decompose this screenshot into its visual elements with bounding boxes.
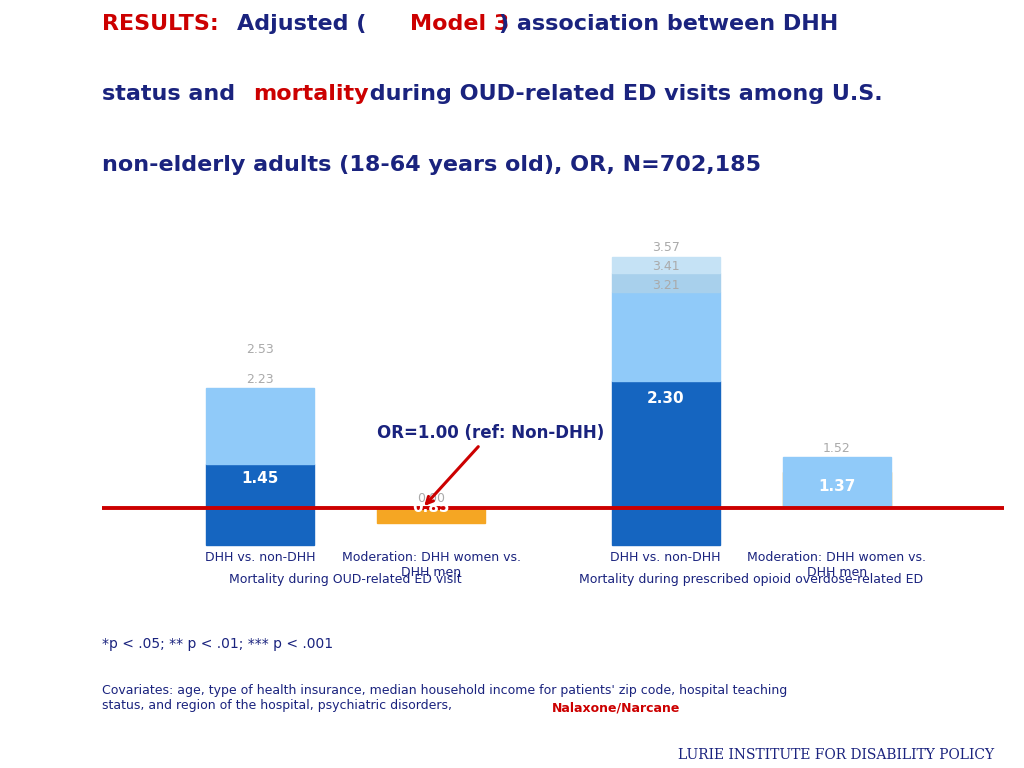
Bar <box>0 350 97 382</box>
Bar <box>0 491 97 523</box>
Bar <box>206 464 314 545</box>
Bar <box>0 526 97 558</box>
Text: 1.52: 1.52 <box>823 442 851 455</box>
Bar <box>0 280 97 313</box>
Bar <box>0 175 97 207</box>
Bar <box>0 210 97 242</box>
Bar <box>782 458 891 508</box>
Text: Adjusted (: Adjusted ( <box>238 14 367 34</box>
Bar <box>0 631 97 663</box>
Text: ) association between DHH: ) association between DHH <box>499 14 838 34</box>
Bar <box>0 455 97 488</box>
Text: OR=1.00 (ref: Non-DHH): OR=1.00 (ref: Non-DHH) <box>377 424 604 504</box>
Text: 0.00: 0.00 <box>418 492 445 505</box>
Text: RESULTS:: RESULTS: <box>102 14 219 34</box>
Text: Moderation: DHH women vs.
DHH men: Moderation: DHH women vs. DHH men <box>342 551 521 579</box>
Bar <box>0 701 97 733</box>
Text: non-elderly adults (18-64 years old), OR, N=702,185: non-elderly adults (18-64 years old), OR… <box>102 155 762 175</box>
Text: status and: status and <box>102 84 244 104</box>
Text: 2.23: 2.23 <box>247 373 273 386</box>
Bar <box>0 105 97 137</box>
Text: Brandeis University: Brandeis University <box>42 392 55 561</box>
Text: Covariates: age, type of health insurance, median household income for patients': Covariates: age, type of health insuranc… <box>102 684 787 711</box>
Text: 0.85: 0.85 <box>413 500 451 515</box>
Bar <box>0 666 97 698</box>
Bar <box>0 35 97 67</box>
Bar <box>782 472 891 508</box>
Text: DHH vs. non-DHH: DHH vs. non-DHH <box>610 551 721 564</box>
Bar <box>0 596 97 628</box>
Text: 3.41: 3.41 <box>652 260 679 273</box>
Text: Moderation: DHH women vs.
DHH men: Moderation: DHH women vs. DHH men <box>748 551 927 579</box>
Text: 3.21: 3.21 <box>652 280 679 293</box>
Bar <box>206 388 314 464</box>
Text: Mortality during OUD-related ED visit: Mortality during OUD-related ED visit <box>229 573 462 586</box>
Text: 1.37: 1.37 <box>818 479 855 494</box>
Text: mortality: mortality <box>253 84 369 104</box>
Bar <box>0 386 97 418</box>
Text: Nalaxone/Narcane: Nalaxone/Narcane <box>552 702 680 715</box>
Bar <box>611 381 720 545</box>
Text: 2.53: 2.53 <box>246 343 274 356</box>
Text: 1.45: 1.45 <box>242 471 279 486</box>
Bar <box>611 293 720 381</box>
Text: LURIE INSTITUTE FOR DISABILITY POLICY: LURIE INSTITUTE FOR DISABILITY POLICY <box>678 748 994 762</box>
Bar <box>377 508 485 523</box>
Text: Mortality during prescribed opioid overdose-related ED: Mortality during prescribed opioid overd… <box>580 573 924 586</box>
Bar <box>0 140 97 172</box>
Bar <box>611 273 720 293</box>
Bar <box>0 561 97 593</box>
Bar <box>0 421 97 452</box>
Text: Model 3: Model 3 <box>411 14 510 34</box>
Text: *p < .05; ** p < .01; *** p < .001: *p < .05; ** p < .01; *** p < .001 <box>102 637 334 651</box>
Text: 2.30: 2.30 <box>647 391 684 406</box>
Bar <box>0 245 97 277</box>
Bar <box>0 316 97 347</box>
Bar <box>0 70 97 102</box>
Bar <box>611 257 720 273</box>
Text: during OUD-related ED visits among U.S.: during OUD-related ED visits among U.S. <box>362 84 883 104</box>
Text: DHH vs. non-DHH: DHH vs. non-DHH <box>205 551 315 564</box>
Text: 3.57: 3.57 <box>651 241 680 254</box>
